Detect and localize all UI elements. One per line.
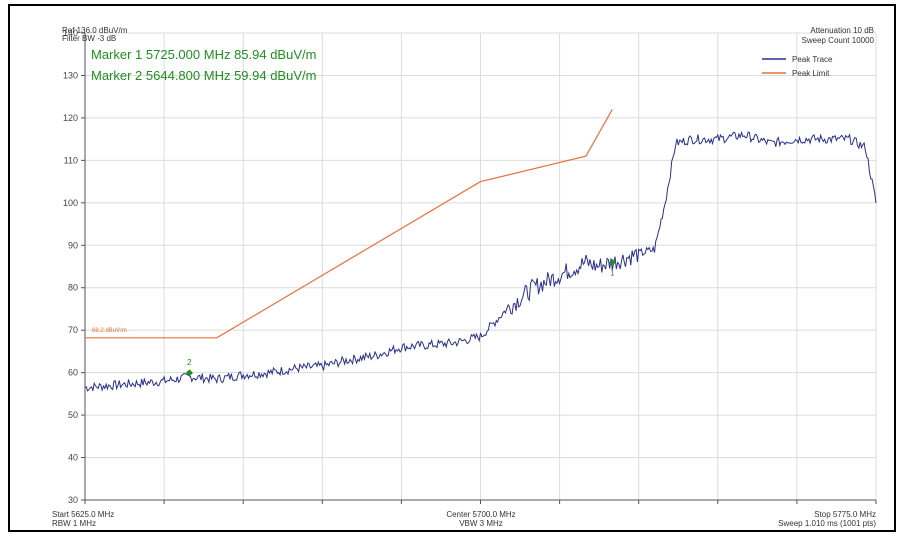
legend-peak-trace: Peak Trace: [792, 55, 833, 64]
markers: 12: [185, 258, 616, 377]
marker-2-readout: Marker 2 5644.800 MHz 59.94 dBuV/m: [91, 68, 316, 83]
limit-label: 68.2 dBuV/m: [92, 328, 127, 334]
stop-frequency: Stop 5775.0 MHz: [814, 510, 876, 519]
rbw: RBW 1 MHz: [52, 519, 96, 528]
marker-1-point: [608, 258, 616, 267]
peak-limit-line: [85, 109, 613, 339]
marker-1-readout: Marker 1 5725.000 MHz 85.94 dBuV/m: [91, 47, 316, 62]
peak-trace-line: [84, 130, 877, 392]
y-tick-label: 110: [64, 155, 78, 165]
center-frequency: Center 5700.0 MHz: [446, 510, 515, 519]
chart-frame: [8, 4, 896, 532]
filter-bw: Filter BW -3 dB: [62, 34, 116, 43]
y-tick-label: 30: [68, 495, 78, 505]
marker-2-point: [185, 369, 193, 377]
marker-2-number: 2: [187, 358, 192, 367]
series: [84, 109, 877, 392]
sweep-count: Sweep Count 10000: [802, 36, 875, 45]
y-tick-label: 130: [63, 70, 78, 80]
y-ticks: 30 40 50 60 70 80 90 100 110 120 130 140: [63, 28, 85, 505]
ref-level: Ref 136.0 dBuV/m: [62, 26, 128, 35]
y-tick-label: 120: [63, 113, 78, 123]
y-tick-label: 140: [63, 28, 78, 38]
y-tick-label: 50: [68, 410, 78, 420]
marker-1-number: 1: [610, 269, 615, 278]
legend-peak-limit: Peak Limit: [792, 69, 830, 78]
y-tick-label: 60: [68, 368, 78, 378]
y-tick-label: 90: [68, 240, 78, 250]
y-tick-label: 70: [68, 325, 78, 335]
start-frequency: Start 5625.0 MHz: [52, 510, 114, 519]
grid: [84, 32, 877, 504]
attenuation: Attenuation 10 dB: [810, 26, 874, 35]
sweep-time: Sweep 1.010 ms (1001 pts): [778, 519, 876, 528]
y-tick-label: 100: [63, 198, 78, 208]
y-tick-label: 40: [68, 453, 78, 463]
vbw: VBW 3 MHz: [459, 519, 503, 528]
y-tick-label: 80: [68, 283, 78, 293]
